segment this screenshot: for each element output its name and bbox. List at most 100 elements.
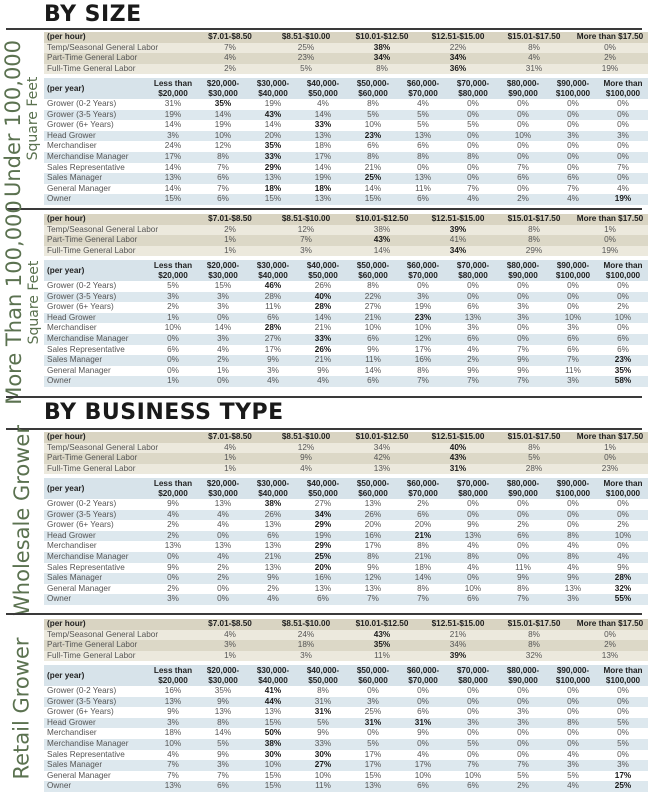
value-cell: 4% — [317, 376, 329, 386]
row-label: Part-Time General Labor — [47, 640, 138, 650]
value-cell: 9% — [217, 749, 229, 759]
row-label: Temp/Seasonal General Labor — [47, 442, 159, 452]
group-more-than-100000-sqft: More Than 100,000 Square Feet (per hour) $7… — [0, 200, 660, 404]
group-label-main: Under 100,000 — [1, 39, 26, 197]
value-cell: 6% — [417, 194, 429, 204]
value-cell: 13% — [364, 499, 382, 508]
group-label-main: More Than 100,000 — [1, 199, 26, 405]
value-cell: 0% — [467, 728, 479, 738]
value-cell: 6% — [617, 344, 629, 354]
group-side-label-text: Under 100,000 Square Feet — [1, 39, 42, 197]
value-cell: 10% — [514, 130, 532, 140]
value-cell: 0% — [517, 141, 529, 151]
column-header: $30,000- $40,000 — [256, 479, 290, 498]
value-cell: 8% — [217, 717, 229, 727]
value-cell: 26% — [314, 344, 332, 354]
value-cell: 5% — [417, 109, 429, 119]
table-row: Merchandise Manager 0% 4% 21% 25% 8% 21% 8% 0% 8%… — [44, 551, 648, 563]
value-cell: 5% — [367, 738, 379, 748]
value-cell: 0% — [467, 291, 479, 301]
value-cell: 11% — [415, 183, 431, 193]
value-cell: 0% — [517, 499, 529, 508]
value-cell: 4% — [217, 509, 229, 519]
value-cell: 31% — [525, 63, 543, 73]
column-header: $90,000- $100,000 — [555, 666, 591, 685]
value-cell: 6% — [217, 781, 229, 791]
value-cell: 6% — [367, 141, 379, 151]
value-cell: 43% — [373, 629, 391, 639]
value-cell: 6% — [467, 333, 479, 343]
row-label: Merchandise Manager — [47, 738, 129, 748]
value-cell: 8% — [528, 629, 540, 639]
row-label: Grower (3-5 Years) — [47, 696, 117, 706]
table-row: Merchandise Manager 17% 8% 33% 17% 8% 8% 8% 0% 0%… — [44, 151, 648, 163]
value-cell: 26% — [314, 281, 332, 290]
row-label: Sales Manager — [47, 173, 103, 183]
value-cell: 8% — [417, 583, 429, 593]
yearly-salary-table: (per year) Less than $20,000 $20,000- $30,00… — [44, 78, 648, 205]
value-cell: 14% — [264, 120, 282, 130]
value-cell: 0% — [617, 99, 629, 108]
row-label: Temp/Seasonal General Labor — [47, 224, 159, 234]
value-cell: 0% — [567, 509, 579, 519]
value-cell: 7% — [417, 594, 429, 604]
value-cell: 3% — [217, 760, 229, 770]
value-cell: 38% — [264, 499, 282, 508]
table-header-row: (per year) Less than $20,000 $20,000- $30,00… — [44, 478, 648, 499]
table-row: Temp/Seasonal General Labor 4% 24% 43% 21% 8%… — [44, 629, 648, 641]
value-cell: 39% — [449, 224, 467, 234]
value-cell: 24% — [164, 141, 182, 151]
section-title-by-size: BY SIZE — [44, 2, 142, 27]
table-row: Merchandiser 10% 14% 28% 21% 10% 10% 3% 0% 3% 0% — [44, 323, 648, 334]
value-cell: 13% — [464, 530, 482, 540]
value-cell: 21% — [414, 530, 432, 540]
value-cell: 13% — [601, 650, 619, 660]
value-cell: 12% — [214, 141, 232, 151]
value-cell: 13% — [164, 541, 182, 551]
value-cell: 28% — [264, 323, 282, 333]
row-label: Sales Manager — [47, 760, 103, 770]
value-cell: 14% — [164, 120, 182, 130]
value-cell: 24% — [297, 629, 315, 639]
value-cell: 0% — [617, 109, 629, 119]
table-row: Owner 15% 6% 15% 13% 15% 6% 4% 2% 4% 19% — [44, 194, 648, 205]
value-cell: 0% — [617, 173, 629, 183]
value-cell: 20% — [264, 130, 282, 140]
row-label: Merchandiser — [47, 141, 97, 151]
value-cell: 8% — [528, 442, 540, 452]
column-header: $15.01-$17.50 — [507, 32, 561, 41]
value-cell: 31% — [314, 707, 332, 717]
group-under-100000-sqft: Under 100,000 Square Feet (per hour) $7.01-… — [0, 32, 660, 205]
value-cell: 13% — [264, 173, 282, 183]
value-cell: 8% — [517, 583, 529, 593]
value-cell: 4% — [317, 99, 329, 108]
table-row: Grower (3-5 Years) 19% 14% 43% 14% 5% 5% 0% 0% 0%… — [44, 109, 648, 121]
row-label: Merchandise Manager — [47, 551, 129, 561]
row-label: Full-Time General Labor — [47, 245, 136, 255]
value-cell: 0% — [467, 707, 479, 717]
group-label-main: Retail Grower — [9, 636, 34, 780]
table-header-row: (per hour) $7.01-$8.50 $8.51-$10.00 $10.01-… — [44, 432, 648, 443]
value-cell: 0% — [604, 453, 616, 463]
hourly-wage-table: (per hour) $7.01-$8.50 $8.51-$10.00 $10.01-… — [44, 619, 648, 662]
column-header: More than $100,000 — [603, 79, 643, 98]
value-cell: 5% — [317, 717, 329, 727]
value-cell: 18% — [297, 640, 315, 650]
value-cell: 9% — [367, 344, 379, 354]
value-cell: 7% — [517, 162, 529, 172]
row-label: Sales Representative — [47, 749, 125, 759]
value-cell: 29% — [525, 245, 543, 255]
value-cell: 4% — [300, 463, 312, 473]
column-header: $40,000- $50,000 — [306, 666, 340, 685]
table-header-row: (per year) Less than $20,000 $20,000- $30,00… — [44, 665, 648, 686]
value-cell: 0% — [604, 235, 616, 245]
value-cell: 13% — [164, 696, 182, 706]
column-header: Less than $20,000 — [153, 79, 193, 98]
value-cell: 18% — [264, 183, 282, 193]
value-cell: 17% — [614, 770, 632, 780]
value-cell: 9% — [317, 365, 329, 375]
value-cell: 40% — [449, 442, 467, 452]
value-cell: 0% — [517, 291, 529, 301]
column-header: More than $100,000 — [603, 261, 643, 280]
value-cell: 8% — [567, 551, 579, 561]
